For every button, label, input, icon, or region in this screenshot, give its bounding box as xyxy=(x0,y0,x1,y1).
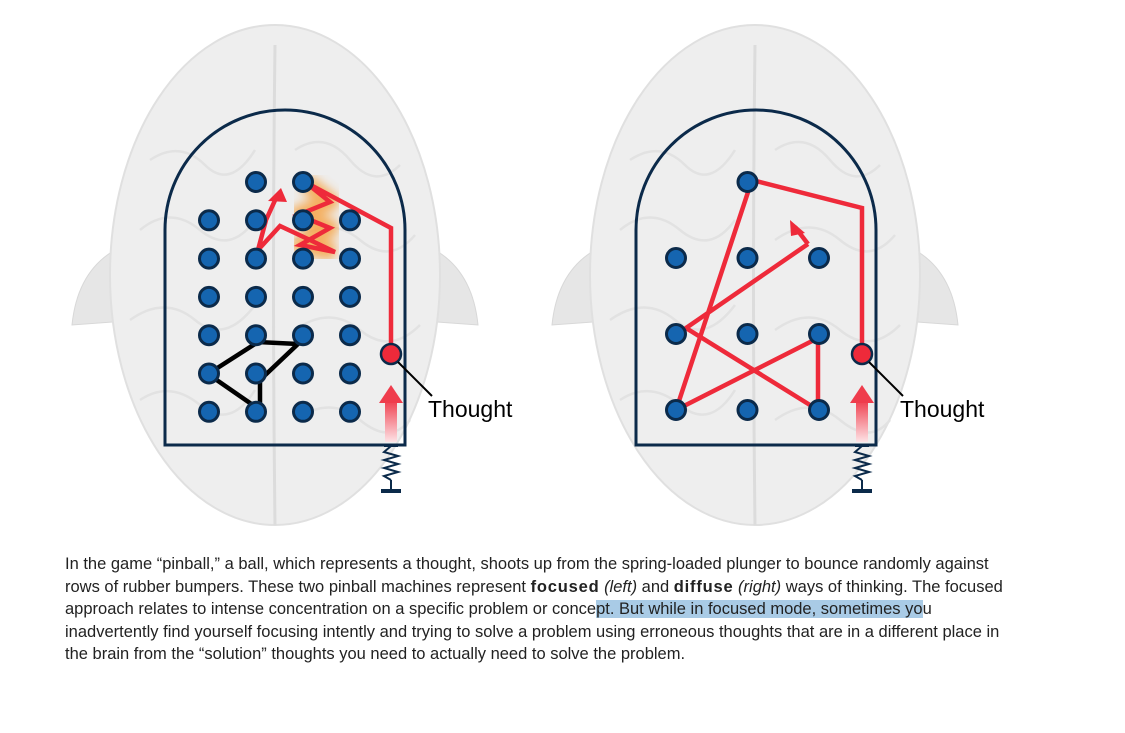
left-bumper xyxy=(245,171,267,193)
left-brain xyxy=(71,24,479,526)
right-bumper xyxy=(736,399,759,421)
right-label-leader xyxy=(868,361,904,397)
caption-left: (left) xyxy=(604,577,638,596)
left-bumper xyxy=(198,324,220,347)
left-bumper xyxy=(339,209,361,232)
left-bumper xyxy=(198,362,220,385)
left-bumper xyxy=(292,209,314,232)
left-bumper xyxy=(339,247,361,270)
left-bumper xyxy=(339,285,361,308)
right-bumper xyxy=(808,247,830,269)
right-launch-arrow xyxy=(850,385,874,442)
caption-part2: ways of thinking. The focused approach r… xyxy=(65,577,1003,619)
left-path-arrowhead xyxy=(268,188,287,202)
caption-diffuse: diffuse xyxy=(673,577,734,596)
left-bumper xyxy=(245,285,267,308)
caption-focused: focused xyxy=(530,577,600,596)
right-path-arrowhead xyxy=(790,220,805,236)
left-thought-ball xyxy=(379,342,403,366)
left-launch-arrow xyxy=(379,385,403,442)
left-machine-frame xyxy=(163,108,407,447)
right-thought-label: Thought xyxy=(900,396,985,422)
left-bumper xyxy=(339,324,361,347)
right-thought-ball xyxy=(850,342,874,366)
left-bumper xyxy=(292,400,314,423)
left-bumper xyxy=(245,362,267,385)
caption-part1: In the game “pinball,” a ball, which rep… xyxy=(65,555,989,596)
left-bumper xyxy=(292,362,314,385)
left-bumper xyxy=(292,247,314,270)
left-bumper xyxy=(292,324,314,347)
right-bumper xyxy=(808,399,830,421)
left-thought-label: Thought xyxy=(428,396,513,422)
left-label-leader xyxy=(397,361,433,397)
left-bumper xyxy=(245,324,267,347)
right-bumper xyxy=(736,323,759,345)
left-bumper xyxy=(339,362,361,385)
left-bumper xyxy=(292,285,314,308)
left-plunger-spring xyxy=(380,445,402,493)
right-bumpers xyxy=(665,171,830,421)
right-bumper xyxy=(736,247,759,269)
right-brain xyxy=(551,24,959,526)
caption-right: (right) xyxy=(738,577,782,596)
caption-part3: u inadvertently find yourself focusing i… xyxy=(65,600,1000,663)
right-bumper xyxy=(665,399,687,421)
caption: In the game “pinball,” a ball, which rep… xyxy=(65,553,1005,666)
caption-and: and xyxy=(637,577,674,596)
pinball-figure: Thought Thought xyxy=(71,24,985,526)
left-bumper xyxy=(198,247,220,270)
left-bumper xyxy=(245,247,267,270)
right-plunger-spring xyxy=(851,445,873,493)
right-machine-frame xyxy=(634,108,878,447)
left-bumper xyxy=(198,400,220,423)
left-bumper xyxy=(198,285,220,308)
left-bumper xyxy=(198,209,220,232)
right-bumper xyxy=(808,323,830,345)
right-thought-path xyxy=(672,177,865,415)
left-bumpers xyxy=(198,171,361,423)
right-bumper xyxy=(736,171,759,193)
right-bumper xyxy=(665,247,687,269)
left-bumper xyxy=(292,171,314,193)
right-bumper xyxy=(665,323,687,345)
left-bumper xyxy=(245,209,267,232)
left-bumper xyxy=(245,400,267,423)
caption-highlighted: pt. But while in focused mode, sometimes… xyxy=(596,600,923,618)
left-bumper xyxy=(339,400,361,423)
